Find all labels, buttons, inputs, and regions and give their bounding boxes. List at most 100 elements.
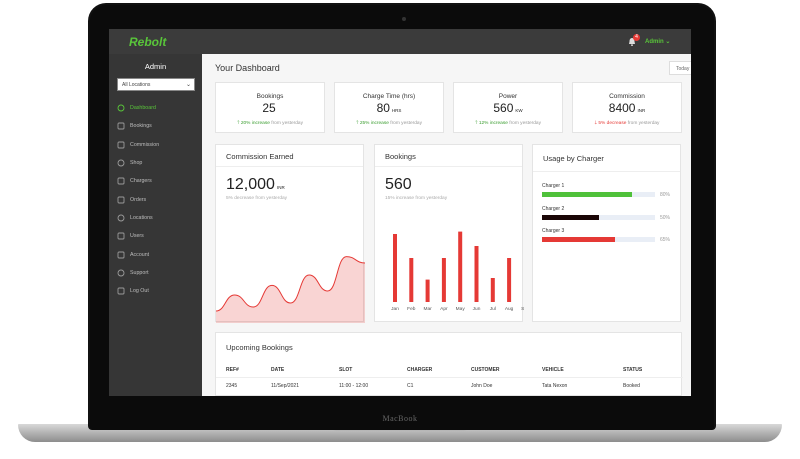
sidebar-item-label: Log Out xyxy=(130,288,149,295)
bar-jul[interactable] xyxy=(490,278,495,302)
table-header-cell[interactable]: STATUS xyxy=(623,367,643,373)
kpi-card-commission: Commission 8400 INR 🡓 5% decrease from yest… xyxy=(572,82,682,133)
kpi-change-value: 25% increase xyxy=(359,121,389,126)
sidebar-item-label: Locations xyxy=(130,214,153,221)
bar-aug[interactable] xyxy=(507,258,512,302)
upcoming-bookings-title: Upcoming Bookings xyxy=(226,343,293,352)
sidebar-item-commission[interactable]: Commission xyxy=(117,136,159,154)
orders-icon xyxy=(117,196,125,204)
arrow-up-icon: 🡑 xyxy=(237,121,240,126)
commission-amount: 12,000 xyxy=(226,176,275,193)
kpi-change-suffix: from yesterday xyxy=(626,121,660,126)
bar-feb[interactable] xyxy=(409,258,414,302)
sidebar-item-locations[interactable]: Locations xyxy=(117,209,159,227)
sidebar-item-label: Orders xyxy=(130,196,147,203)
charger-usage-bar xyxy=(542,237,655,242)
commission-unit: INR xyxy=(276,185,285,190)
kpi-change-value: 20% increase xyxy=(240,121,270,126)
bar-jun[interactable] xyxy=(474,246,479,302)
x-tick-label: Aug xyxy=(505,306,514,312)
table-cell: Tata Nexon xyxy=(542,383,568,389)
date-range-value: Today xyxy=(676,66,690,72)
arrow-up-icon: 🡑 xyxy=(356,121,359,126)
commission-value: 12,000 INR xyxy=(226,176,285,194)
bookings-bar-chart: Jan Feb Mar Apr May Jun Jul Aug Sep xyxy=(391,231,524,312)
x-tick-label: Jul xyxy=(490,306,496,312)
sidebar-item-orders[interactable]: Orders xyxy=(117,190,159,208)
charger-usage-bar xyxy=(542,214,655,220)
location-select[interactable]: All Locations ⌄ xyxy=(117,78,195,91)
bar-may[interactable] xyxy=(458,231,463,302)
bookings-icon xyxy=(117,122,125,130)
account-icon xyxy=(117,251,125,258)
kpi-change: 🡑 12% increase from yesterday xyxy=(454,120,562,128)
kpi-value: 25 xyxy=(262,101,276,115)
charger-usage-fill xyxy=(542,214,599,220)
table-header-cell[interactable]: DATE xyxy=(271,367,285,373)
upcoming-bookings-card: Upcoming Bookings REF# DATE SLOT CHARGER CUS… xyxy=(215,332,683,396)
top-bar: Rebolt 4 Admin ⌄ xyxy=(109,29,691,54)
locations-icon xyxy=(117,214,125,222)
kpi-label: Bookings xyxy=(256,93,284,100)
sidebar-item-label: Support xyxy=(130,269,149,276)
table-header-cell[interactable]: VEHICLE xyxy=(542,367,564,373)
bookings-value: 560 xyxy=(385,176,412,193)
usage-card-title: Usage by Charger xyxy=(533,145,680,172)
x-tick-label: Sep xyxy=(521,306,524,312)
table-cell: C1 xyxy=(407,383,414,389)
app-screen: Rebolt 4 Admin ⌄ Admin All Locations ⌄ D… xyxy=(109,29,691,396)
table-header-cell[interactable]: CHARGER xyxy=(407,367,433,373)
sidebar-item-users[interactable]: Users xyxy=(117,227,159,245)
bar-mar[interactable] xyxy=(425,279,430,302)
table-header-cell[interactable]: REF# xyxy=(226,367,239,373)
kpi-value-wrap: 80 HRS xyxy=(335,101,443,115)
table-cell: 11:00 - 12:00 xyxy=(339,383,369,389)
table-header-cell[interactable]: CUSTOMER xyxy=(471,367,500,373)
commission-card-title: Commission Earned xyxy=(216,145,363,167)
bar-jan[interactable] xyxy=(393,234,397,302)
usage-card: Usage by Charger Charger 1 80% Charger 2 50… xyxy=(532,144,681,322)
kpi-change-suffix: from yesterday xyxy=(388,121,422,126)
date-range-select[interactable]: Today ⌄ xyxy=(669,61,691,75)
sidebar-item-shop[interactable]: Shop xyxy=(117,154,159,172)
sidebar-item-log-out[interactable]: Log Out xyxy=(117,282,159,300)
charger-usage-fill xyxy=(542,237,616,242)
kpi-value-wrap: 560 KW xyxy=(454,101,562,115)
charger-usage-bar xyxy=(542,192,655,197)
area-fill xyxy=(216,256,365,323)
table-cell: 11/Sep/2021 xyxy=(271,383,299,389)
bar-apr[interactable] xyxy=(441,258,446,302)
bookings-card-title: Bookings xyxy=(375,145,522,167)
table-header-cell[interactable]: SLOT xyxy=(339,367,353,373)
user-menu[interactable]: Admin ⌄ xyxy=(645,39,671,45)
chevron-down-icon: ⌄ xyxy=(185,82,191,88)
sidebar-item-label: Shop xyxy=(130,160,143,167)
charger-label: Charger 1 xyxy=(542,183,565,189)
sidebar-item-dashboard[interactable]: Dashboard xyxy=(117,99,159,117)
sidebar-item-chargers[interactable]: Chargers xyxy=(117,172,159,190)
app-logo[interactable]: Rebolt xyxy=(129,35,167,49)
kpi-change: 🡑 25% increase from yesterday xyxy=(335,120,443,128)
sidebar-nav: Dashboard Bookings Commission Shop Chargers O… xyxy=(117,99,159,300)
sidebar-item-support[interactable]: Support xyxy=(117,264,159,282)
camera-icon xyxy=(402,17,406,21)
table-cell: John Doe xyxy=(471,383,493,389)
device-brand: MacBook xyxy=(382,414,418,423)
bookings-change: 15% increase from yesterday xyxy=(385,196,448,201)
charger-usage-percent: 65% xyxy=(660,237,671,243)
bookings-card: Bookings 560 15% increase from yesterday… xyxy=(374,144,524,322)
x-tick-label: May xyxy=(456,306,466,312)
chargers-icon xyxy=(117,177,125,185)
shop-icon xyxy=(117,159,125,167)
kpi-label: Power xyxy=(498,93,518,100)
kpi-change: 🡓 5% decrease from yesterday xyxy=(573,120,681,128)
logout-icon xyxy=(117,287,125,295)
arrow-up-icon: 🡑 xyxy=(475,121,478,126)
x-tick-label: Feb xyxy=(407,306,416,312)
sidebar-item-account[interactable]: Account xyxy=(117,245,159,263)
sidebar-item-bookings[interactable]: Bookings xyxy=(117,117,159,135)
kpi-value-wrap: 8400 INR xyxy=(573,101,681,115)
sidebar-title: Admin xyxy=(144,62,167,71)
notification-badge: 4 xyxy=(633,34,640,41)
